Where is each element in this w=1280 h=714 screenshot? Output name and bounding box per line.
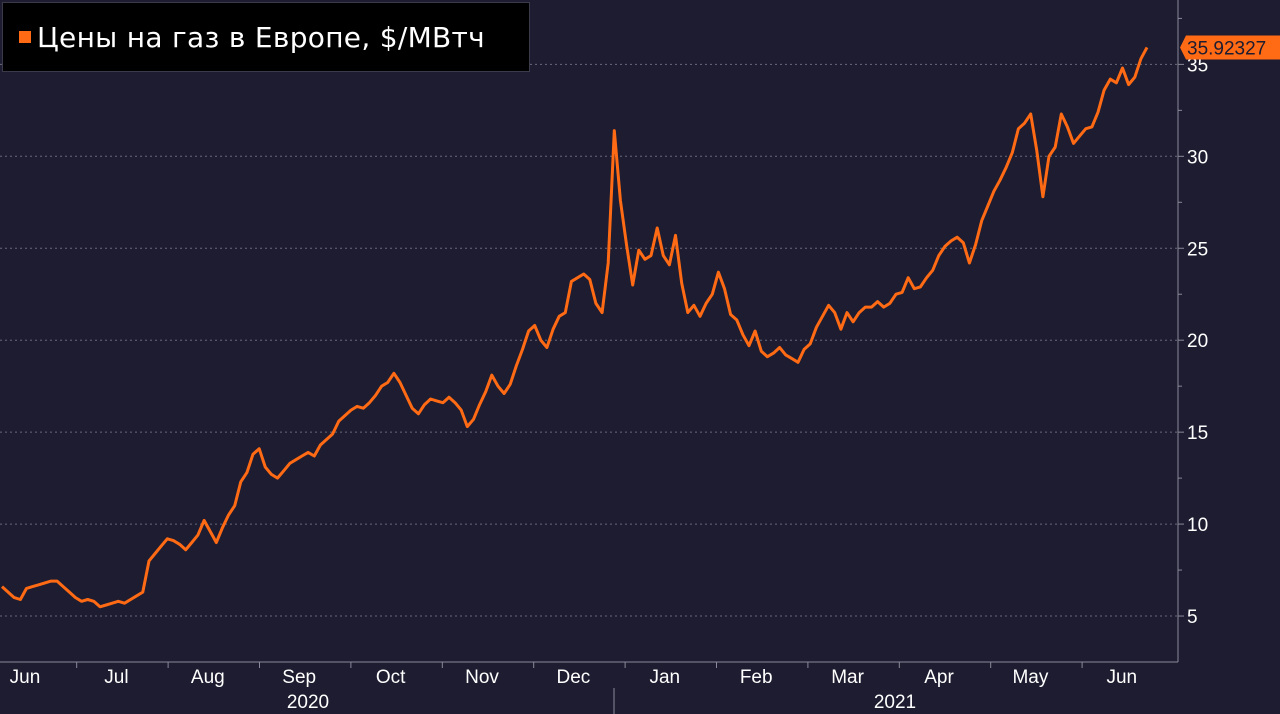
chart-title: Цены на газ в Европе, $/МВтч [37, 20, 486, 54]
x-tick-label: May [1012, 667, 1048, 688]
x-tick-label: Nov [465, 667, 499, 688]
y-axis: 5 10 15 20 25 30 35 [1178, 17, 1208, 628]
year-label: 2021 [874, 692, 916, 713]
y-tick-label: 15 [1187, 423, 1208, 444]
x-tick-label: Jan [649, 667, 680, 688]
y-tick-label: 30 [1187, 147, 1208, 168]
y-tick-label: 20 [1187, 331, 1208, 352]
x-tick-label: Apr [924, 667, 954, 688]
y-tick-label: 25 [1187, 239, 1208, 260]
x-tick-label: Jun [10, 667, 41, 688]
legend: Цены на газ в Европе, $/МВтч [2, 2, 530, 72]
x-axis: Jun Jul Aug Sep Oct Nov Dec Jan Feb Mar Apr May Jun [10, 662, 1137, 688]
y-tick-label: 35 [1187, 55, 1208, 76]
last-value-text: 35.92327 [1187, 38, 1266, 59]
year-label: 2020 [287, 692, 329, 713]
grid-lines [0, 63, 1178, 617]
y-tick-label: 10 [1187, 515, 1208, 536]
x-tick-label: Aug [191, 667, 225, 688]
y-tick-label: 5 [1187, 607, 1198, 628]
last-value-label: 35.92327 [1180, 35, 1280, 60]
legend-swatch [19, 31, 31, 43]
x-tick-label: Oct [376, 667, 406, 688]
x-tick-label: Feb [740, 667, 773, 688]
x-tick-label: Jun [1106, 667, 1137, 688]
series-line-gas-price [0, 46, 1149, 609]
last-value-badge [1180, 35, 1280, 60]
year-axis: 2020 2021 [287, 692, 916, 713]
x-tick-label: Dec [557, 667, 591, 688]
x-tick-label: Sep [282, 667, 316, 688]
x-tick-label: Mar [831, 667, 864, 688]
x-tick-label: Jul [104, 667, 128, 688]
